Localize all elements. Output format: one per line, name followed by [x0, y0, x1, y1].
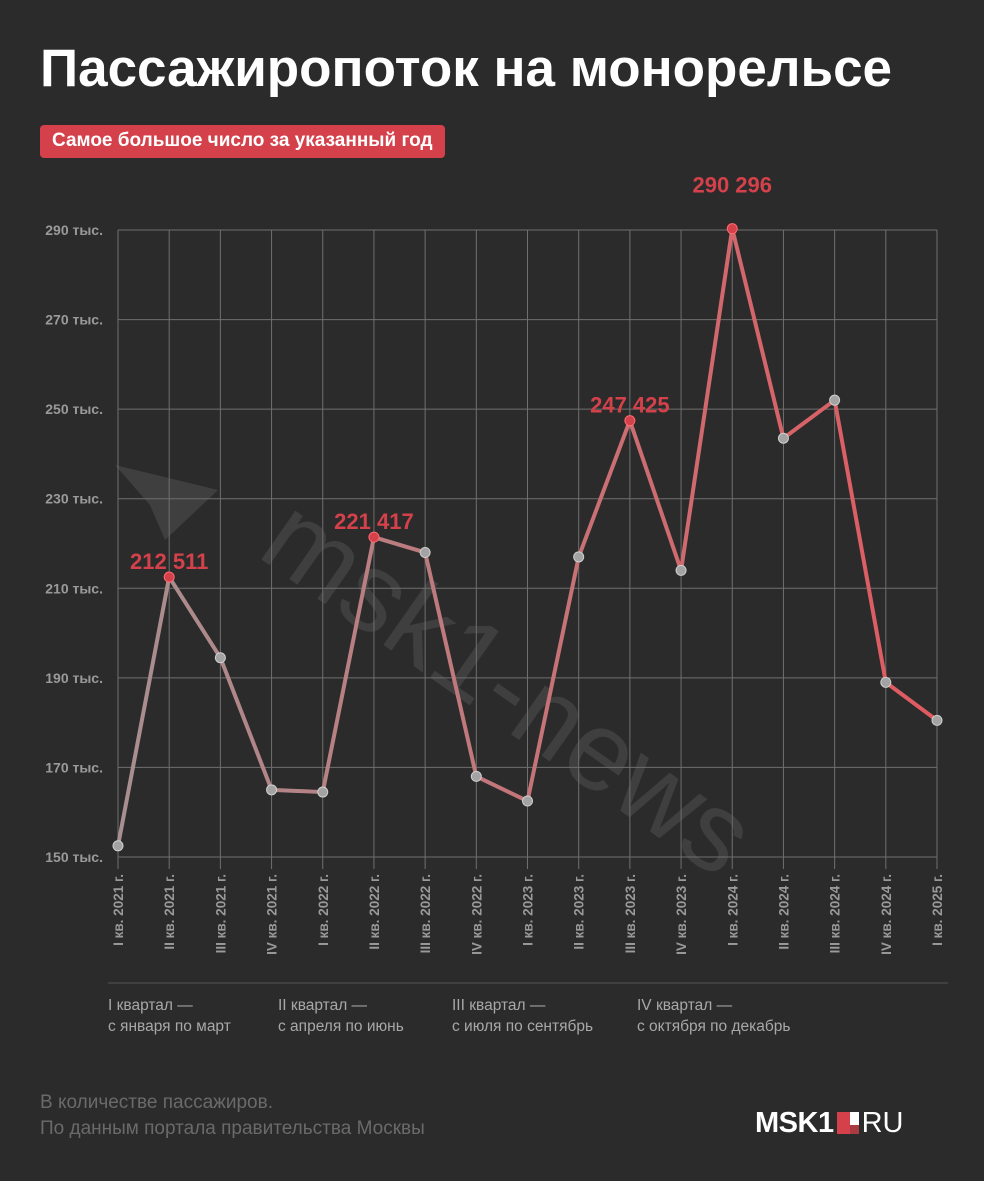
data-point — [777, 432, 789, 444]
source-note-line1: В количестве пассажиров. — [40, 1092, 273, 1113]
data-label: 221 417 — [334, 509, 414, 534]
y-axis: 150 тыс. 170 тыс. 190 тыс. 210 тыс. 230 тыс.… — [45, 222, 103, 865]
y-tick-label: 150 тыс. — [45, 849, 103, 865]
x-tick-label: I кв. 2023 г. — [521, 874, 536, 946]
y-tick-label: 170 тыс. — [45, 759, 103, 775]
logo-text-ru: RU — [861, 1106, 904, 1139]
highlight-point — [624, 415, 636, 427]
data-point — [317, 786, 329, 798]
legend-q1: I квартал — с января по март — [108, 995, 231, 1037]
data-point — [214, 652, 226, 664]
legend-q4: IV квартал — с октября по декабрь — [637, 995, 790, 1037]
x-tick-label: II кв. 2024 г. — [776, 874, 791, 950]
page-title: Пассажиропоток на монорельсе — [40, 39, 893, 98]
legend-q4-title: IV квартал — — [637, 997, 733, 1014]
x-tick-label: IV кв. 2021 г. — [265, 874, 280, 955]
legend-q3: III квартал — с июля по сентябрь — [452, 995, 593, 1037]
data-point — [880, 676, 892, 688]
legend-q2-desc: с апреля по июнь — [278, 1018, 404, 1035]
chart-grid — [108, 229, 948, 984]
x-tick-label: I кв. 2024 г. — [725, 874, 740, 946]
highlight-point — [368, 531, 380, 543]
data-point — [522, 795, 533, 807]
legend-q2: II квартал — с апреля по июнь — [278, 995, 404, 1037]
highlight-point — [163, 571, 175, 583]
y-tick-label: 210 тыс. — [45, 580, 103, 596]
data-point — [266, 784, 278, 796]
y-tick-label: 250 тыс. — [45, 401, 103, 417]
legend-q3-title: III квартал — — [452, 997, 546, 1014]
data-label: 247 425 — [590, 393, 670, 418]
legend-q1-title: I квартал — — [108, 997, 193, 1014]
data-labels: 212 511 221 417 247 425 290 296 — [130, 173, 772, 574]
highlight-badge: Самое большое число за указанный год — [40, 125, 445, 158]
x-tick-label: I кв. 2021 г. — [111, 874, 126, 946]
x-tick-label: III кв. 2022 г. — [418, 874, 433, 953]
y-tick-label: 230 тыс. — [45, 491, 103, 507]
logo-text-msk1: MSK1 — [755, 1106, 834, 1139]
x-tick-label: III кв. 2024 г. — [828, 874, 843, 953]
watermark: msk1-news — [115, 465, 777, 900]
chart-points — [112, 223, 943, 852]
x-tick-label: IV кв. 2023 г. — [674, 874, 689, 955]
source-note: В количестве пассажиров. По данным порта… — [40, 1090, 425, 1142]
line-chart: msk1-news 150 тыс. 170 тыс. 190 тыс. 210 ты… — [45, 173, 948, 984]
legend-q1-desc: с января по март — [108, 1018, 231, 1035]
x-tick-label: IV кв. 2024 г. — [879, 874, 894, 955]
x-axis: I кв. 2021 г. II кв. 2021 г. III кв. 2021 … — [111, 874, 945, 955]
legend-q2-title: II квартал — — [278, 997, 368, 1014]
x-tick-label: IV кв. 2022 г. — [469, 874, 484, 955]
logo-square-icon — [836, 1112, 859, 1134]
data-point — [470, 770, 482, 782]
y-tick-label: 290 тыс. — [45, 222, 103, 238]
highlight-point — [726, 223, 738, 235]
x-tick-label: I кв. 2025 г. — [930, 874, 945, 946]
x-tick-label: III кв. 2023 г. — [623, 874, 638, 953]
x-tick-label: III кв. 2021 г. — [213, 874, 228, 953]
legend-q3-desc: с июля по сентябрь — [452, 1018, 594, 1035]
y-tick-label: 190 тыс. — [45, 670, 103, 686]
data-point — [573, 551, 585, 563]
x-tick-label: II кв. 2023 г. — [572, 874, 587, 950]
data-point — [419, 546, 431, 558]
x-tick-label: II кв. 2021 г. — [162, 874, 177, 950]
x-tick-label: II кв. 2022 г. — [367, 874, 382, 950]
data-point — [829, 394, 841, 406]
watermark-text: msk1-news — [241, 472, 777, 899]
legend-q4-desc: с октября по декабрь — [637, 1018, 791, 1035]
data-label: 290 296 — [692, 173, 772, 198]
source-note-line2: По данным портала правительства Москвы — [40, 1118, 425, 1139]
msk1-logo: MSK1 RU — [755, 1106, 904, 1139]
data-point — [675, 564, 687, 576]
x-tick-label: I кв. 2022 г. — [316, 874, 331, 946]
data-point — [112, 840, 124, 852]
data-point — [931, 714, 943, 726]
y-tick-label: 270 тыс. — [45, 312, 103, 328]
data-label: 212 511 — [130, 549, 208, 574]
